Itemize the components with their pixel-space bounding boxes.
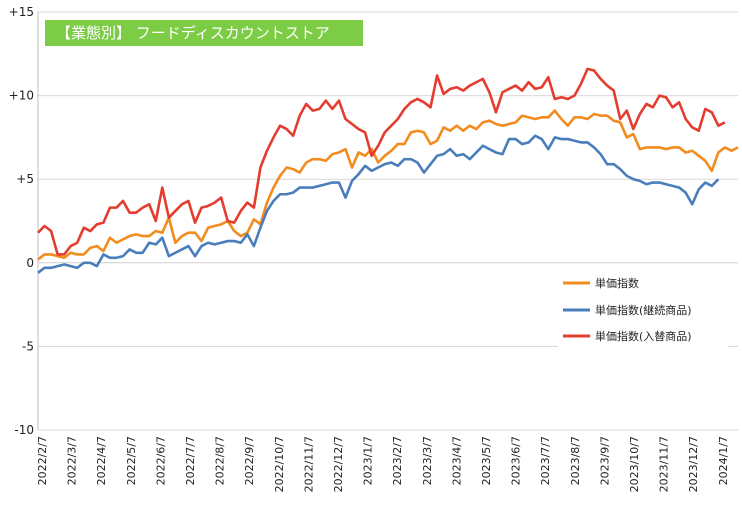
x-tick-label: 2023/9/7: [598, 436, 611, 485]
x-tick-label: 2023/12/7: [687, 436, 700, 492]
x-tick-label: 2022/7/7: [184, 436, 197, 485]
x-tick-label: 2023/1/7: [362, 436, 375, 485]
series-line: [37, 109, 739, 261]
chart-title: 【業態別】 フードディスカウントストア: [56, 24, 330, 42]
chart-title-box: 【業態別】 フードディスカウントストア: [45, 20, 363, 46]
x-tick-label: 2023/5/7: [480, 436, 493, 485]
x-tick-label: 2023/8/7: [569, 436, 582, 485]
legend-label: 単価指数(入替商品): [595, 329, 692, 343]
x-tick-label: 2022/4/7: [95, 436, 108, 485]
series-line: [37, 134, 720, 274]
x-tick-label: 2022/11/7: [302, 436, 315, 492]
legend-label: 単価指数: [595, 276, 639, 290]
x-tick-label: 2023/10/7: [628, 436, 641, 492]
y-tick-label: 0: [26, 256, 34, 270]
y-tick-label: -5: [22, 339, 34, 353]
x-axis-ticks: 2022/2/7 2022/3/7 2022/4/7 2022/5/7 2022/6/7…: [36, 436, 730, 492]
x-tick-label: 2023/4/7: [450, 436, 463, 485]
y-tick-label: +10: [9, 89, 34, 103]
y-tick-label: +5: [16, 172, 34, 186]
series-lines: [37, 67, 739, 274]
x-tick-label: 2023/6/7: [510, 436, 523, 485]
x-tick-label: 2023/7/7: [539, 436, 552, 485]
y-tick-label: -10: [14, 423, 34, 437]
x-tick-label: 2024/1/7: [717, 436, 730, 485]
x-tick-label: 2022/6/7: [154, 436, 167, 485]
gridlines: [38, 11, 738, 431]
x-tick-label: 2023/2/7: [391, 436, 404, 485]
title-background: [45, 20, 363, 46]
x-tick-label: 2022/2/7: [36, 436, 49, 485]
x-tick-label: 2022/10/7: [273, 436, 286, 492]
legend-label: 単価指数(継続商品): [595, 303, 692, 317]
y-axis-ticks: +15 +10 +5 0 -5 -10: [9, 5, 34, 437]
series-line: [37, 67, 726, 256]
x-tick-label: 2022/3/7: [66, 436, 79, 485]
x-tick-label: 2022/8/7: [214, 436, 227, 485]
y-tick-label: +15: [9, 5, 34, 19]
x-tick-label: 2023/11/7: [658, 436, 671, 492]
x-tick-label: 2022/5/7: [125, 436, 138, 485]
x-tick-label: 2022/12/7: [332, 436, 345, 492]
x-tick-label: 2023/3/7: [421, 436, 434, 485]
x-tick-label: 2022/9/7: [243, 436, 256, 485]
